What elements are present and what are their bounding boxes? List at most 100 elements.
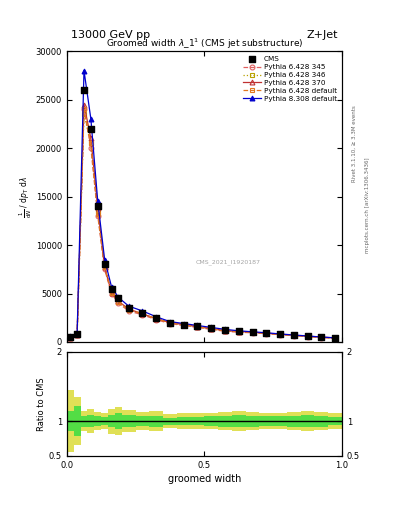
CMS [167,318,173,327]
Y-axis label: $\frac{1}{\mathrm{d}N}$ / $\mathrm{d}p_\mathrm{T}$ $\mathrm{d}\lambda$: $\frac{1}{\mathrm{d}N}$ / $\mathrm{d}p_\… [18,176,34,218]
CMS [236,327,242,335]
Pythia 6.428 370 [116,298,121,304]
Pythia 8.308 default [68,333,73,339]
Pythia 6.428 370 [195,324,200,330]
Pythia 6.428 346 [95,208,100,214]
Pythia 6.428 370 [209,326,214,332]
Line: Pythia 6.428 346: Pythia 6.428 346 [68,112,338,340]
Pythia 6.428 default [278,331,283,337]
Pythia 6.428 346 [116,299,121,305]
Pythia 8.308 default [168,318,173,325]
Pythia 6.428 345 [102,266,107,272]
Pythia 6.428 370 [102,264,107,270]
Pythia 6.428 default [154,316,159,322]
Pythia 6.428 370 [95,205,100,211]
Pythia 6.428 370 [222,328,227,334]
CMS [88,124,94,133]
CMS [222,326,228,334]
Pythia 6.428 345 [195,325,200,331]
Pythia 8.308 default [182,321,186,327]
CMS [115,294,121,303]
CMS [263,329,270,337]
CMS [108,285,115,293]
CMS [95,202,101,210]
Pythia 6.428 346 [109,288,114,294]
CMS [277,330,283,338]
Pythia 8.308 default [154,314,159,320]
Pythia 6.428 370 [109,289,114,295]
Pythia 6.428 default [264,330,269,336]
Y-axis label: Ratio to CMS: Ratio to CMS [37,377,46,431]
Pythia 6.428 370 [333,335,338,341]
Pythia 8.308 default [88,116,93,122]
Text: mcplots.cern.ch [arXiv:1306.3436]: mcplots.cern.ch [arXiv:1306.3436] [365,157,371,252]
Pythia 6.428 346 [264,330,269,336]
Pythia 6.428 346 [75,331,79,337]
Pythia 6.428 370 [127,306,131,312]
Pythia 6.428 346 [182,322,186,328]
Pythia 6.428 default [88,140,93,146]
Text: Rivet 3.1.10, ≥ 3.3M events: Rivet 3.1.10, ≥ 3.3M events [352,105,357,182]
Pythia 6.428 346 [102,263,107,269]
Pythia 6.428 345 [127,308,131,314]
Pythia 6.428 345 [168,321,173,327]
Pythia 8.308 default [209,325,214,331]
Pythia 6.428 default [319,334,324,340]
Pythia 6.428 346 [154,315,159,322]
Pythia 6.428 346 [140,311,145,317]
Pythia 6.428 370 [168,319,173,326]
Pythia 6.428 345 [109,290,114,296]
Pythia 6.428 346 [195,324,200,330]
Pythia 6.428 346 [68,335,73,341]
CMS [101,260,108,268]
Pythia 8.308 default [333,335,338,341]
Pythia 6.428 346 [333,335,338,341]
Pythia 6.428 345 [116,300,121,306]
Pythia 6.428 346 [237,329,241,335]
Pythia 6.428 345 [319,334,324,340]
Pythia 6.428 346 [292,332,296,338]
Pythia 8.308 default [222,326,227,332]
Pythia 6.428 346 [278,331,283,337]
Pythia 6.428 345 [140,312,145,318]
CMS [67,333,73,341]
Pythia 8.308 default [264,330,269,336]
Line: Pythia 6.428 default: Pythia 6.428 default [68,107,338,340]
Pythia 8.308 default [95,198,100,204]
Pythia 6.428 370 [182,322,186,328]
Pythia 6.428 default [127,306,131,312]
Text: CMS_2021_I1920187: CMS_2021_I1920187 [196,260,261,265]
Line: Pythia 8.308 default: Pythia 8.308 default [68,68,338,340]
Pythia 6.428 default [292,332,296,338]
Pythia 6.428 346 [82,111,86,117]
CMS [74,330,80,338]
Pythia 8.308 default [109,284,114,290]
Pythia 8.308 default [127,303,131,309]
Pythia 6.428 345 [292,333,296,339]
CMS [291,331,297,339]
Pythia 6.428 345 [75,332,79,338]
Pythia 6.428 345 [333,335,338,342]
Pythia 6.428 370 [264,330,269,336]
Pythia 6.428 345 [305,333,310,339]
Pythia 6.428 default [140,311,145,317]
Pythia 6.428 default [209,326,214,332]
Pythia 6.428 346 [168,319,173,326]
Pythia 6.428 346 [127,307,131,313]
Pythia 6.428 345 [82,106,86,113]
Pythia 6.428 346 [305,333,310,339]
Pythia 6.428 345 [68,335,73,341]
Pythia 8.308 default [140,308,145,314]
Pythia 8.308 default [250,329,255,335]
Pythia 6.428 345 [209,326,214,332]
CMS [126,304,132,312]
CMS [140,309,146,317]
Pythia 6.428 default [333,335,338,341]
CMS [195,323,201,331]
CMS [208,324,215,332]
Pythia 6.428 370 [319,334,324,340]
Pythia 8.308 default [292,332,296,338]
Pythia 6.428 370 [82,101,86,108]
Pythia 8.308 default [102,257,107,263]
Line: Pythia 6.428 370: Pythia 6.428 370 [68,102,338,340]
